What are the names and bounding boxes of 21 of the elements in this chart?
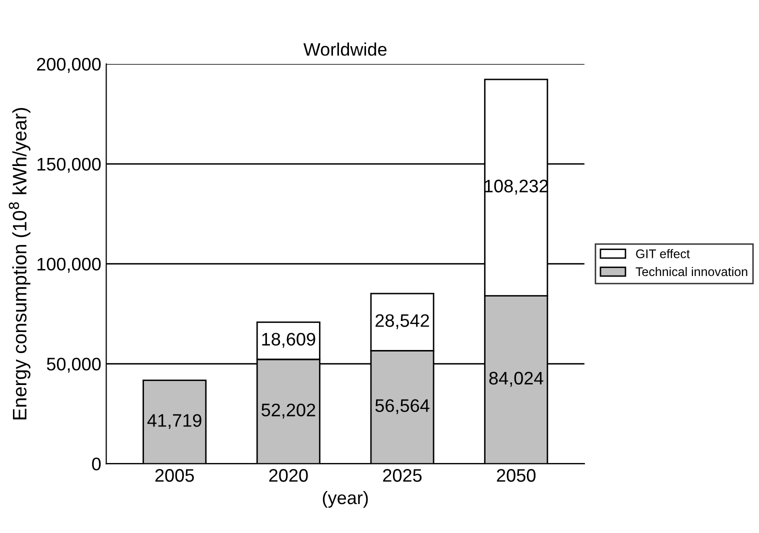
data-label: 52,202 xyxy=(262,404,316,419)
y-tick-label: 0 xyxy=(92,458,101,470)
legend-label: GIT effect xyxy=(636,249,690,258)
data-label: 56,564 xyxy=(375,399,430,414)
data-label: 28,542 xyxy=(376,314,429,330)
y-tick-label: 100,000 xyxy=(38,258,101,273)
data-label: 41,719 xyxy=(147,414,202,429)
x-tick-label: 2025 xyxy=(383,469,422,482)
data-label: 108,232 xyxy=(484,180,548,195)
y-tick-label: 50,000 xyxy=(46,358,101,373)
data-label: 18,609 xyxy=(262,332,316,348)
chart-title: Worldwide xyxy=(303,42,387,56)
y-axis-title: Energy consumption (10$^{8}$ kWh/year) xyxy=(8,108,30,420)
x-axis-title: (year) xyxy=(322,490,368,508)
x-tick-label: 2005 xyxy=(155,469,194,482)
legend-label: Technical innovation xyxy=(636,266,748,276)
y-tick-label: 150,000 xyxy=(38,158,101,173)
x-tick-label: 2050 xyxy=(496,469,536,482)
y-tick-label: 200,000 xyxy=(37,58,101,73)
data-label: 84,024 xyxy=(489,372,544,387)
x-tick-label: 2020 xyxy=(269,469,308,482)
